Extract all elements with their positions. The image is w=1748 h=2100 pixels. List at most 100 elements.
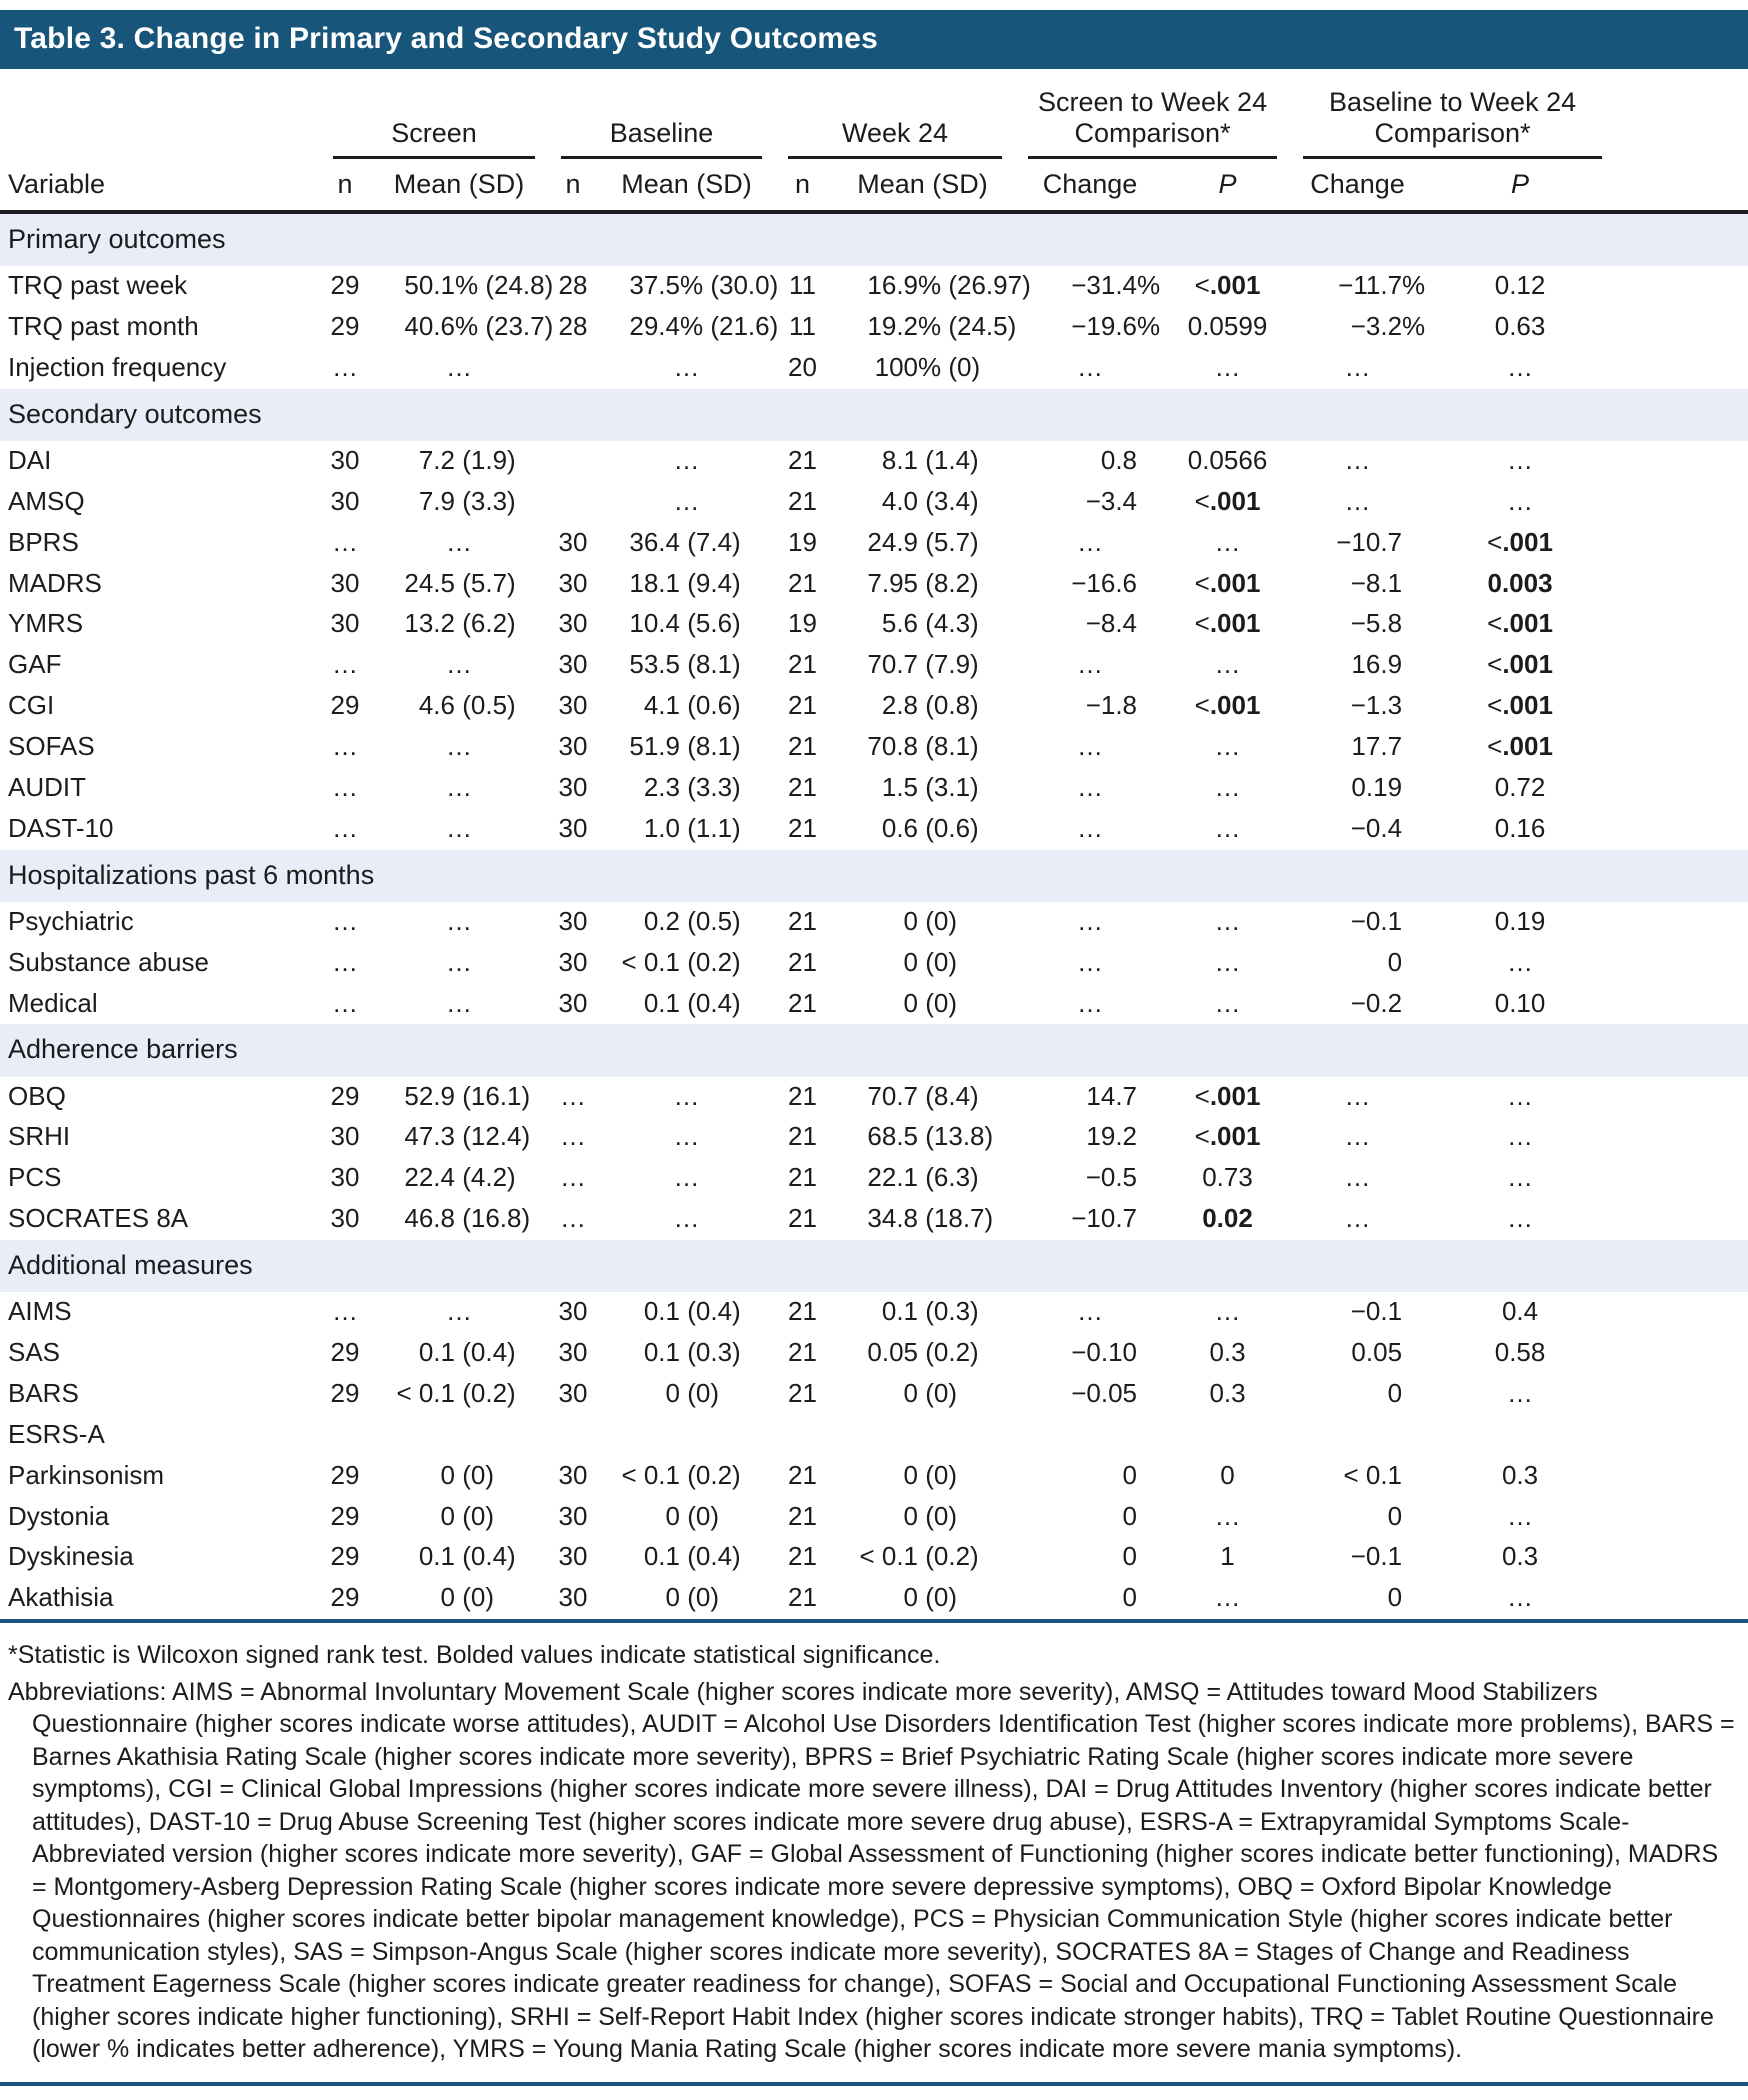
table-row: SRHI 30 47.3 (12.4) … … 21 68.5 (13.8) 19.2 <.00… (0, 1117, 1748, 1158)
row-label: Dystonia (8, 1500, 110, 1531)
cell: 0 (1387, 946, 1403, 977)
outcomes-table: Screen Baseline Week 24 Screen to Week 24 C… (0, 69, 1748, 1624)
cell: … (332, 649, 358, 680)
cell: −0.4 (1350, 812, 1403, 843)
cell: 21 (788, 1162, 817, 1193)
cell: … (1077, 649, 1104, 680)
spacer-cell (1615, 943, 1748, 984)
cell: −0.05 (1071, 1377, 1138, 1408)
table-row: MADRS 30 24.5 (5.7) 30 18.1 (9.4) 21 7.95 (8.2… (0, 564, 1748, 605)
row-label: Parkinsonism (8, 1459, 165, 1490)
cell: 53.5 (8.1) (629, 649, 741, 680)
table-head: Screen Baseline Week 24 Screen to Week 24 C… (0, 69, 1748, 215)
spacer-cell (1615, 1292, 1748, 1333)
table-row: YMRS 30 13.2 (6.2) 30 10.4 (5.6) 19 5.6 (4.3) −… (0, 604, 1748, 645)
section-row: Adherence barriers (0, 1024, 1748, 1077)
cell: 30 (330, 485, 360, 516)
sub-header-row: Variable n Mean (SD) n Mean (SD) n Mean (SD) Ch… (0, 160, 1748, 215)
cell: 0.1 (0.4) (643, 1541, 741, 1572)
cell: 21 (788, 1582, 817, 1613)
cell: 21 (788, 987, 817, 1018)
cell: … (1214, 1582, 1241, 1613)
table-row: GAF … … 30 53.5 (8.1) 21 70.7 (7.9) … … 16.9 <.001 (0, 645, 1748, 686)
row-label: Substance abuse (8, 946, 209, 977)
table-row: BPRS … … 30 36.4 (7.4) 19 24.9 (5.7) … … −10.7 <.0… (0, 523, 1748, 564)
cell: … (332, 771, 358, 802)
cell: … (1214, 526, 1241, 557)
cell: −0.5 (1085, 1162, 1138, 1193)
cell: 0 (1122, 1459, 1138, 1490)
row-label: SAS (8, 1337, 61, 1368)
cell: 21 (788, 1500, 817, 1531)
cell: 19.2% (24.5) (867, 311, 1017, 342)
cell: … (1507, 1162, 1534, 1193)
cell: 8.1 (1.4) (881, 444, 979, 475)
column-group: Screen (320, 69, 548, 160)
column-header: Mean (SD) (830, 160, 1016, 215)
cell (548, 1415, 598, 1456)
cell: < 0.1 (0.2) (859, 1541, 979, 1572)
cell: −3.2% (1350, 311, 1426, 342)
cell: −10.7 (1336, 526, 1403, 557)
cell: 68.5 (13.8) (867, 1121, 994, 1152)
cell: 28 (558, 270, 588, 301)
cell: 21 (788, 1296, 817, 1327)
cell: … (1507, 1203, 1534, 1234)
cell: 0 (0) (903, 946, 958, 977)
cell: 0.12 (1494, 270, 1546, 301)
row-label: AMSQ (8, 485, 85, 516)
cell: … (673, 1203, 700, 1234)
cell: −1.3 (1350, 690, 1403, 721)
cell: 30 (558, 987, 588, 1018)
cell: 0.1 (0.3) (881, 1296, 979, 1327)
cell: 21 (788, 1080, 817, 1111)
cell: … (673, 485, 700, 516)
cell: 30 (558, 812, 588, 843)
column-header: Mean (SD) (598, 160, 776, 215)
row-label: MADRS (8, 567, 102, 598)
row-label: OBQ (8, 1080, 66, 1111)
cell: 30 (330, 1203, 360, 1234)
cell: … (1507, 444, 1534, 475)
cell: … (1077, 1296, 1104, 1327)
cell: 30 (558, 1296, 588, 1327)
cell: 30 (558, 526, 588, 557)
cell: < 0.1 (0.2) (621, 946, 741, 977)
cell: … (1344, 1121, 1371, 1152)
cell: 30 (330, 1121, 360, 1152)
cell: −3.4 (1085, 485, 1138, 516)
table-row: OBQ 29 52.9 (16.1) … … 21 70.7 (8.4) 14.7 <.001 …… (0, 1077, 1748, 1118)
cell: 14.7 (1086, 1080, 1138, 1111)
cell: 0.16 (1494, 812, 1546, 843)
cell: … (1077, 351, 1104, 382)
spacer-cell (1615, 348, 1748, 389)
row-label: PCS (8, 1162, 62, 1193)
cell: 21 (788, 1459, 817, 1490)
table-row: Psychiatric … … 30 0.2 (0.5) 21 0 (0) … … −0.1 0.1… (0, 902, 1748, 943)
row-label: Dyskinesia (8, 1541, 134, 1572)
table-row: Substance abuse … … 30 < 0.1 (0.2) 21 0 (0) … … 0… (0, 943, 1748, 984)
cell: … (1214, 905, 1241, 936)
cell: … (673, 1080, 700, 1111)
cell: 29.4% (21.6) (629, 311, 779, 342)
cell (548, 348, 598, 389)
bottom-rule (0, 2081, 1748, 2086)
row-label: TRQ past week (8, 270, 188, 301)
cell: 0 (0) (903, 1582, 958, 1613)
column-header: n (775, 160, 831, 215)
cell: −0.2 (1350, 987, 1403, 1018)
cell: 29 (330, 1582, 360, 1613)
cell: 17.7 (1351, 731, 1403, 762)
cell: … (560, 1121, 586, 1152)
row-label: DAI (8, 444, 52, 475)
cell: 21 (788, 812, 817, 843)
cell: 21 (788, 771, 817, 802)
spacer-cell (1615, 604, 1748, 645)
cell: 0 (0) (903, 1459, 958, 1490)
cell: 30 (558, 1337, 588, 1368)
cell: … (446, 771, 472, 802)
cell: … (446, 946, 472, 977)
row-label: AUDIT (8, 771, 86, 802)
cell: 0.0566 (1187, 444, 1268, 475)
cell: <.001 (1194, 690, 1261, 721)
